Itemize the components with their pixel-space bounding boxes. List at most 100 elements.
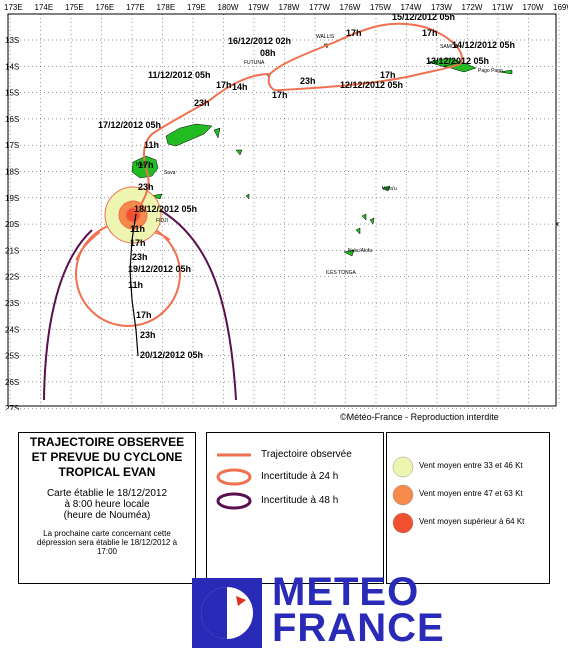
legend-wind-circle-3 xyxy=(392,512,414,534)
track-label: 17h xyxy=(380,70,396,80)
latitude-label: 19S xyxy=(5,194,19,203)
taveuni-island xyxy=(213,127,221,139)
label-wallis: WALLIS xyxy=(316,34,335,40)
longitude-label: 178E xyxy=(157,3,176,12)
map-frame xyxy=(7,13,557,407)
track-label: 23h xyxy=(132,252,148,262)
longitude-labels: 173E 174E 175E 176E 177E 178E 179E 180W 179W 178W… xyxy=(4,3,568,12)
track-label: 17h xyxy=(138,160,154,170)
track-legend: Trajectoire observée Incertitude à 24 h … xyxy=(206,432,384,584)
legend-track-label: Trajectoire observée xyxy=(261,449,352,460)
longitude-label: 170W xyxy=(523,3,544,12)
track-label: 12/12/2012 05h xyxy=(340,80,403,90)
meteo-france-logo-mark xyxy=(192,578,262,648)
track-label: 14/12/2012 05h xyxy=(452,40,515,50)
track-label: 11/12/2012 05h xyxy=(148,70,211,80)
longitude-label: 178W xyxy=(279,3,300,12)
legend-symbols xyxy=(216,453,252,510)
label-pago-pago: Pago Pago xyxy=(478,68,503,74)
track-label: 23h xyxy=(300,76,316,86)
longitude-label: 175W xyxy=(370,3,391,12)
lau-island-1 xyxy=(235,149,243,156)
logo-red-mark xyxy=(236,596,246,606)
lat-lon-grid xyxy=(8,14,560,409)
track-label: 18/12/2012 05h xyxy=(134,204,197,214)
track-label: 17h xyxy=(422,28,438,38)
track-label: 17h xyxy=(346,28,362,38)
latitude-label: 13S xyxy=(5,36,19,45)
next-chart-line-3: 17:00 xyxy=(96,547,118,556)
latitude-label: 24S xyxy=(5,325,19,334)
logo-line-2: FRANCE xyxy=(272,606,445,650)
longitude-label: 174E xyxy=(35,3,54,12)
next-chart-line-1: La prochaine carte concernant cette xyxy=(43,529,171,538)
track-label: 17h xyxy=(130,238,146,248)
longitude-label: 173E xyxy=(4,3,23,12)
longitude-label: 171W xyxy=(492,3,513,12)
legend-24h-ellipse xyxy=(216,468,252,486)
title-line-1: TRAJECTOIRE OBSERVEE xyxy=(29,435,185,449)
lau-island-2 xyxy=(245,193,250,200)
latitude-labels: 13S 14S 15S 16S 17S 18S 19S 20S 21S 22S 23S 24S 25S 2… xyxy=(5,36,19,410)
label-suva: Suva xyxy=(164,170,176,176)
label-vavau: Vava'u xyxy=(382,186,397,192)
latitude-label: 18S xyxy=(5,168,19,177)
latitude-label: 16S xyxy=(5,115,19,124)
latitude-label: 23S xyxy=(5,299,19,308)
title-line-2: ET PREVUE DU CYCLONE xyxy=(31,450,183,464)
longitude-label: 174W xyxy=(401,3,422,12)
legend-wind-2: Vent moyen entre 47 et 63 Kt xyxy=(419,489,523,498)
latitude-label: 25S xyxy=(5,352,19,361)
haapai-island-2 xyxy=(369,217,375,225)
chart-date-line-3: (heure de Nouméa) xyxy=(63,510,151,521)
observed-track xyxy=(135,22,463,213)
latitude-label: 22S xyxy=(5,273,19,282)
track-label: 08h xyxy=(260,48,276,58)
forecast-track xyxy=(129,213,139,357)
legend-48h-ellipse xyxy=(216,492,252,510)
track-label: 11h xyxy=(128,280,143,290)
label-samoa: SAMOA xyxy=(440,44,459,50)
track-label: 16/12/2012 02h xyxy=(228,36,291,46)
legend-wind-1: Vent moyen entre 33 et 46 Kt xyxy=(419,461,523,470)
latitude-label: 17S xyxy=(5,141,19,150)
longitude-label: 172W xyxy=(462,3,483,12)
longitude-label: 176E xyxy=(96,3,115,12)
cyclone-track-map: 173E 174E 175E 176E 177E 178E 179E 180W 179W 178W… xyxy=(4,3,568,410)
track-label: 23h xyxy=(194,98,210,108)
longitude-label: 176W xyxy=(340,3,361,12)
track-label: 17/12/2012 05h xyxy=(98,120,161,130)
latitude-label: 26S xyxy=(5,378,19,387)
wind-legend: Vent moyen entre 33 et 46 Kt Vent moyen … xyxy=(386,432,550,584)
legend-wind-circle-2 xyxy=(392,484,414,506)
label-futuna: FUTUNA xyxy=(244,60,265,66)
title-line-3: TROPICAL EVAN xyxy=(58,465,156,479)
haapai-island-1 xyxy=(361,213,367,221)
latitude-label: 27S xyxy=(5,404,19,410)
logo-line-1: METEO xyxy=(272,570,420,614)
longitude-label: 173W xyxy=(431,3,452,12)
track-label: 19/12/2012 05h xyxy=(128,264,191,274)
longitude-label: 177E xyxy=(126,3,145,12)
label-nadi: Nadi xyxy=(136,162,146,168)
label-nuku-alofa: Nuku'Alofa xyxy=(348,248,372,254)
track-label: 17h xyxy=(272,90,288,100)
chart-date-line-2: à 8:00 heure locale xyxy=(64,499,150,510)
track-label: 11h xyxy=(130,224,145,234)
tongatapu-island xyxy=(343,249,355,257)
uncertainty-48h xyxy=(43,209,237,401)
next-chart-line-2: dépression sera établie le 18/12/2012 à xyxy=(36,538,178,547)
label-fidji: FIDJI xyxy=(156,218,168,224)
tutuila-island xyxy=(499,69,513,75)
track-label: 14h xyxy=(232,82,248,92)
latitude-label: 21S xyxy=(5,246,19,255)
longitude-label: 180W xyxy=(218,3,239,12)
chart-date-line-1: Carte établie le 18/12/2012 xyxy=(46,488,168,499)
track-label: 23h xyxy=(138,182,154,192)
legend-wind-circle-1 xyxy=(392,456,414,478)
latitude-label: 15S xyxy=(5,89,19,98)
vavau-island xyxy=(381,185,391,192)
niuafoou-island xyxy=(555,221,559,227)
track-label: 17h xyxy=(136,310,152,320)
longitude-label: 179W xyxy=(248,3,269,12)
